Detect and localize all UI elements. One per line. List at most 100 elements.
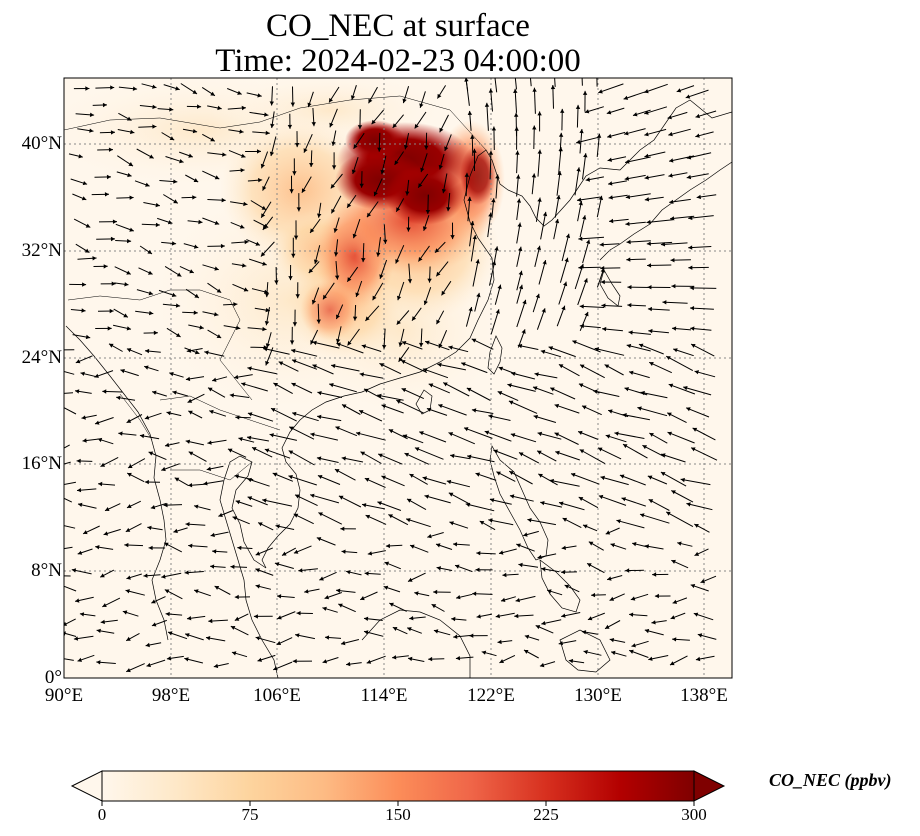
wind-arrow-head xyxy=(619,474,625,479)
wind-arrow-head xyxy=(377,393,382,399)
wind-arrow-head xyxy=(575,104,581,109)
wind-arrow-head xyxy=(262,326,267,332)
wind-arrow xyxy=(582,239,590,264)
concentration-field xyxy=(64,78,510,420)
wind-arrow-head xyxy=(229,393,234,398)
borders xyxy=(64,95,487,481)
wind-arrow-head xyxy=(510,433,516,438)
wind-arrow-head xyxy=(120,369,125,374)
wind-arrow-head xyxy=(102,389,107,394)
wind-arrow-head xyxy=(199,325,204,330)
wind-arrow xyxy=(64,461,71,465)
wind-arrow-head xyxy=(378,453,383,458)
wind-arrow-head xyxy=(322,659,328,664)
wind-arrow-head xyxy=(605,530,611,535)
wind-arrow-head xyxy=(475,259,480,264)
wind-arrow-head xyxy=(282,551,287,556)
wind-arrow-head xyxy=(188,153,193,158)
wind-arrow-head xyxy=(152,104,157,110)
wind-arrow-head xyxy=(472,148,477,153)
wind-arrow xyxy=(487,212,492,238)
wind-arrow-head xyxy=(564,584,570,589)
wind-arrow-head xyxy=(441,188,447,194)
wind-arrow-head xyxy=(629,612,634,617)
wind-arrow-head xyxy=(360,596,365,601)
wind-arrow-head xyxy=(579,129,584,134)
wind-arrow xyxy=(291,359,318,370)
wind-arrow-head xyxy=(271,408,276,412)
wind-arrow xyxy=(660,453,686,463)
wind-arrow-head xyxy=(495,309,500,314)
wind-arrow-head xyxy=(531,173,537,178)
wind-arrow-head xyxy=(407,627,412,632)
wind-arrow-head xyxy=(331,363,336,369)
wind-arrow-head xyxy=(58,523,62,527)
wind-arrow-head xyxy=(509,471,514,475)
wind-arrow xyxy=(579,364,605,379)
wind-arrow-head xyxy=(488,414,493,419)
wind-arrow-head xyxy=(336,342,341,347)
wind-arrow-head xyxy=(550,85,556,90)
wind-arrow-head xyxy=(409,474,414,478)
wind-arrow-head xyxy=(198,219,203,225)
wind-arrow-head xyxy=(95,420,100,425)
wind-arrow-head xyxy=(686,174,692,180)
wind-arrow-head xyxy=(125,527,131,532)
wind-arrow-head xyxy=(189,269,194,274)
wind-arrow-head xyxy=(381,404,386,409)
wind-arrow xyxy=(64,407,77,415)
wind-arrow-head xyxy=(578,201,583,206)
wind-arrow-head xyxy=(216,288,222,293)
wind-arrow-head xyxy=(145,182,150,187)
wind-arrow-head xyxy=(535,625,541,630)
wind-arrow-head xyxy=(671,559,676,564)
wind-arrow xyxy=(558,502,585,511)
wind-arrow xyxy=(484,430,512,442)
wind-arrow-head xyxy=(335,426,340,431)
wind-arrow-head xyxy=(514,613,519,619)
wind-arrow-head xyxy=(431,604,437,609)
wind-arrow-head xyxy=(562,517,568,522)
wind-arrow-head xyxy=(548,346,554,351)
wind-arrow-head xyxy=(422,476,427,481)
wind-arrow xyxy=(626,344,651,352)
wind-arrow-head xyxy=(564,257,569,263)
wind-arrow-head xyxy=(186,348,192,353)
wind-arrow xyxy=(598,83,624,94)
wind-arrow-head xyxy=(292,411,297,417)
wind-arrow-head xyxy=(587,616,593,621)
wind-arrow-head xyxy=(638,343,644,348)
wind-arrow-head xyxy=(296,207,301,212)
wind-arrow-head xyxy=(624,131,629,136)
wind-arrow-head xyxy=(537,450,542,455)
wind-arrow-head xyxy=(668,173,673,178)
wind-arrow-head xyxy=(130,129,135,135)
wind-arrow-head xyxy=(367,212,372,218)
wind-arrow xyxy=(685,89,709,99)
wind-arrow-head xyxy=(406,518,411,523)
wind-arrow-head xyxy=(571,472,576,477)
wind-arrow-head xyxy=(625,568,630,573)
wind-arrow-head xyxy=(626,343,632,349)
wind-arrow-head xyxy=(537,554,542,560)
wind-arrow-head xyxy=(598,494,604,500)
wind-arrow-head xyxy=(232,516,237,521)
wind-arrow-head xyxy=(402,98,407,104)
wind-arrow-head xyxy=(371,119,376,125)
wind-arrow-head xyxy=(341,640,346,646)
wind-arrow-head xyxy=(408,656,413,662)
wind-arrow-head xyxy=(346,661,351,667)
colorbar-tick-0: 0 xyxy=(97,805,107,824)
wind-arrow xyxy=(510,433,537,443)
wind-arrow-head xyxy=(110,130,115,135)
x-tick-114e: 114°E xyxy=(360,685,408,706)
wind-arrow-head xyxy=(265,307,270,313)
wind-arrow-head xyxy=(690,326,695,331)
wind-arrow-head xyxy=(428,383,434,388)
wind-arrow-head xyxy=(118,431,123,436)
wind-arrow-head xyxy=(171,292,177,297)
wind-arrow xyxy=(508,400,538,414)
wind-arrow xyxy=(685,407,710,418)
wind-arrow-head xyxy=(59,584,64,588)
wind-arrow xyxy=(288,475,317,486)
